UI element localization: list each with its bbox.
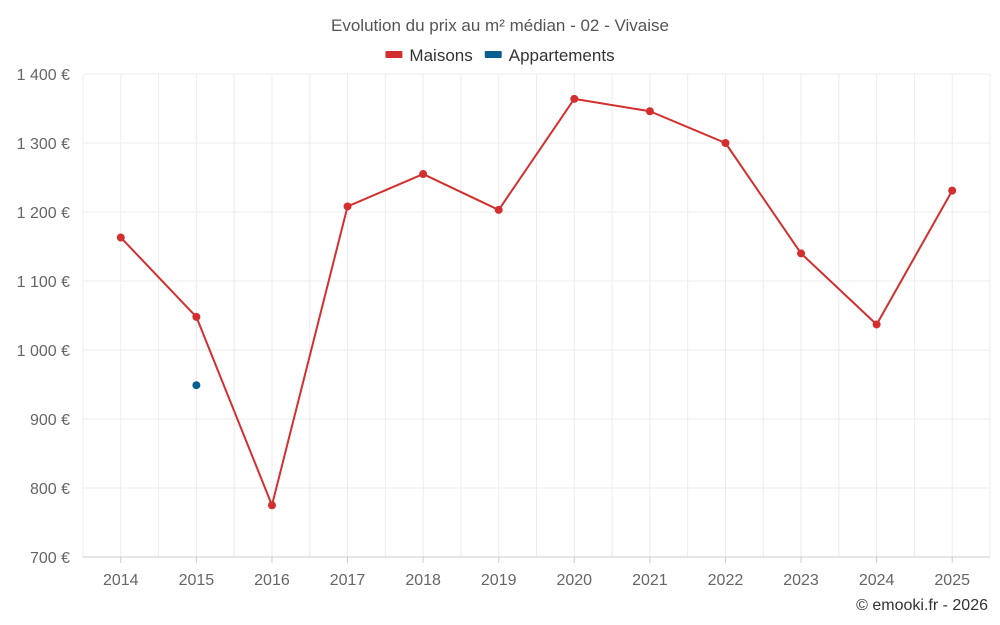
series-maisons — [116, 94, 957, 510]
data-point[interactable] — [570, 94, 579, 103]
y-tick-label: 700 € — [30, 550, 70, 567]
data-point[interactable] — [116, 233, 125, 242]
data-point[interactable] — [343, 202, 352, 211]
legend-label: Maisons — [409, 46, 472, 65]
x-tick-label: 2020 — [556, 572, 592, 589]
credit-text: © emooki.fr - 2026 — [856, 597, 988, 614]
grid — [82, 73, 991, 557]
y-tick-label: 1 200 € — [17, 205, 70, 222]
x-axis: 2014 2015 2016 2017 2018 2019 2020 2021 2022 2023… — [83, 556, 990, 589]
legend: Maisons Appartements — [385, 46, 615, 65]
x-tick-label: 2019 — [481, 572, 517, 589]
data-point[interactable] — [645, 107, 654, 116]
y-tick-label: 900 € — [30, 412, 70, 429]
legend-item-maisons[interactable]: Maisons — [385, 46, 473, 65]
data-point[interactable] — [267, 501, 276, 510]
x-tick-label: 2024 — [859, 572, 895, 589]
y-tick-label: 1 000 € — [17, 343, 70, 360]
x-tick-label: 2015 — [179, 572, 215, 589]
legend-item-appartements[interactable]: Appartements — [484, 46, 615, 65]
x-tick-label: 2022 — [708, 572, 744, 589]
legend-label: Appartements — [509, 46, 615, 65]
y-tick-label: 1 100 € — [17, 274, 70, 291]
x-tick-label: 2017 — [330, 572, 366, 589]
y-axis: 700 € 800 € 900 € 1 000 € 1 100 € 1 200 € 1 30… — [17, 67, 70, 567]
x-tick-label: 2023 — [783, 572, 819, 589]
series-layer — [116, 94, 957, 510]
data-point[interactable] — [948, 186, 957, 195]
legend-swatch — [385, 51, 403, 58]
y-tick-label: 1 400 € — [17, 67, 70, 84]
data-point[interactable] — [192, 381, 201, 390]
data-point[interactable] — [721, 139, 730, 147]
y-tick-label: 1 300 € — [17, 136, 70, 153]
series-appartements — [192, 381, 201, 390]
data-point[interactable] — [797, 249, 806, 258]
y-tick-label: 800 € — [30, 481, 70, 498]
x-tick-label: 2025 — [934, 572, 970, 589]
chart-title: Evolution du prix au m² médian - 02 - Vi… — [331, 16, 669, 35]
legend-swatch — [484, 51, 502, 58]
x-tick-label: 2014 — [103, 572, 139, 589]
data-point[interactable] — [192, 312, 201, 321]
x-tick-label: 2021 — [632, 572, 668, 589]
x-tick-label: 2016 — [254, 572, 290, 589]
data-point[interactable] — [494, 205, 503, 214]
x-tick-label: 2018 — [405, 572, 441, 589]
data-point[interactable] — [419, 170, 428, 179]
series-line — [120, 97, 954, 507]
data-point[interactable] — [872, 320, 881, 329]
